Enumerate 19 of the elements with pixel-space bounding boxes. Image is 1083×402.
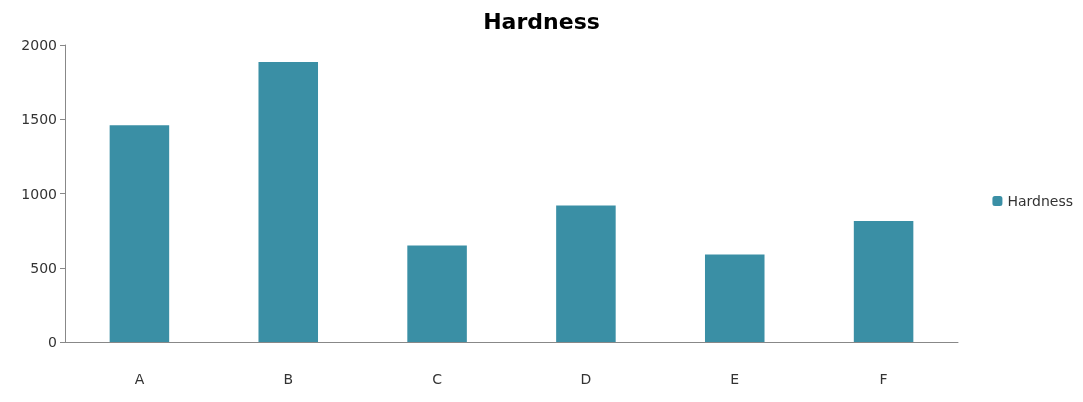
x-tick-label: D: [580, 371, 592, 387]
bar: [109, 125, 170, 342]
x-tick-label: E: [730, 371, 740, 387]
y-tick-label: 2000: [21, 37, 57, 53]
bar: [258, 62, 319, 342]
x-tick-label: F: [879, 371, 888, 387]
x-tick-label: C: [432, 371, 443, 387]
chart-title: Hardness: [483, 8, 600, 34]
bar: [407, 245, 467, 342]
bar: [853, 220, 914, 342]
bar: [556, 205, 616, 342]
y-tick-label: 0: [48, 334, 57, 350]
x-tick-label: A: [134, 371, 145, 387]
legend-label: Hardness: [1007, 193, 1073, 209]
bar: [704, 254, 765, 342]
x-tick-label: B: [283, 371, 294, 387]
y-tick-label: 500: [30, 259, 57, 276]
y-tick-label: 1500: [21, 111, 57, 128]
y-tick-label: 1000: [21, 185, 57, 202]
